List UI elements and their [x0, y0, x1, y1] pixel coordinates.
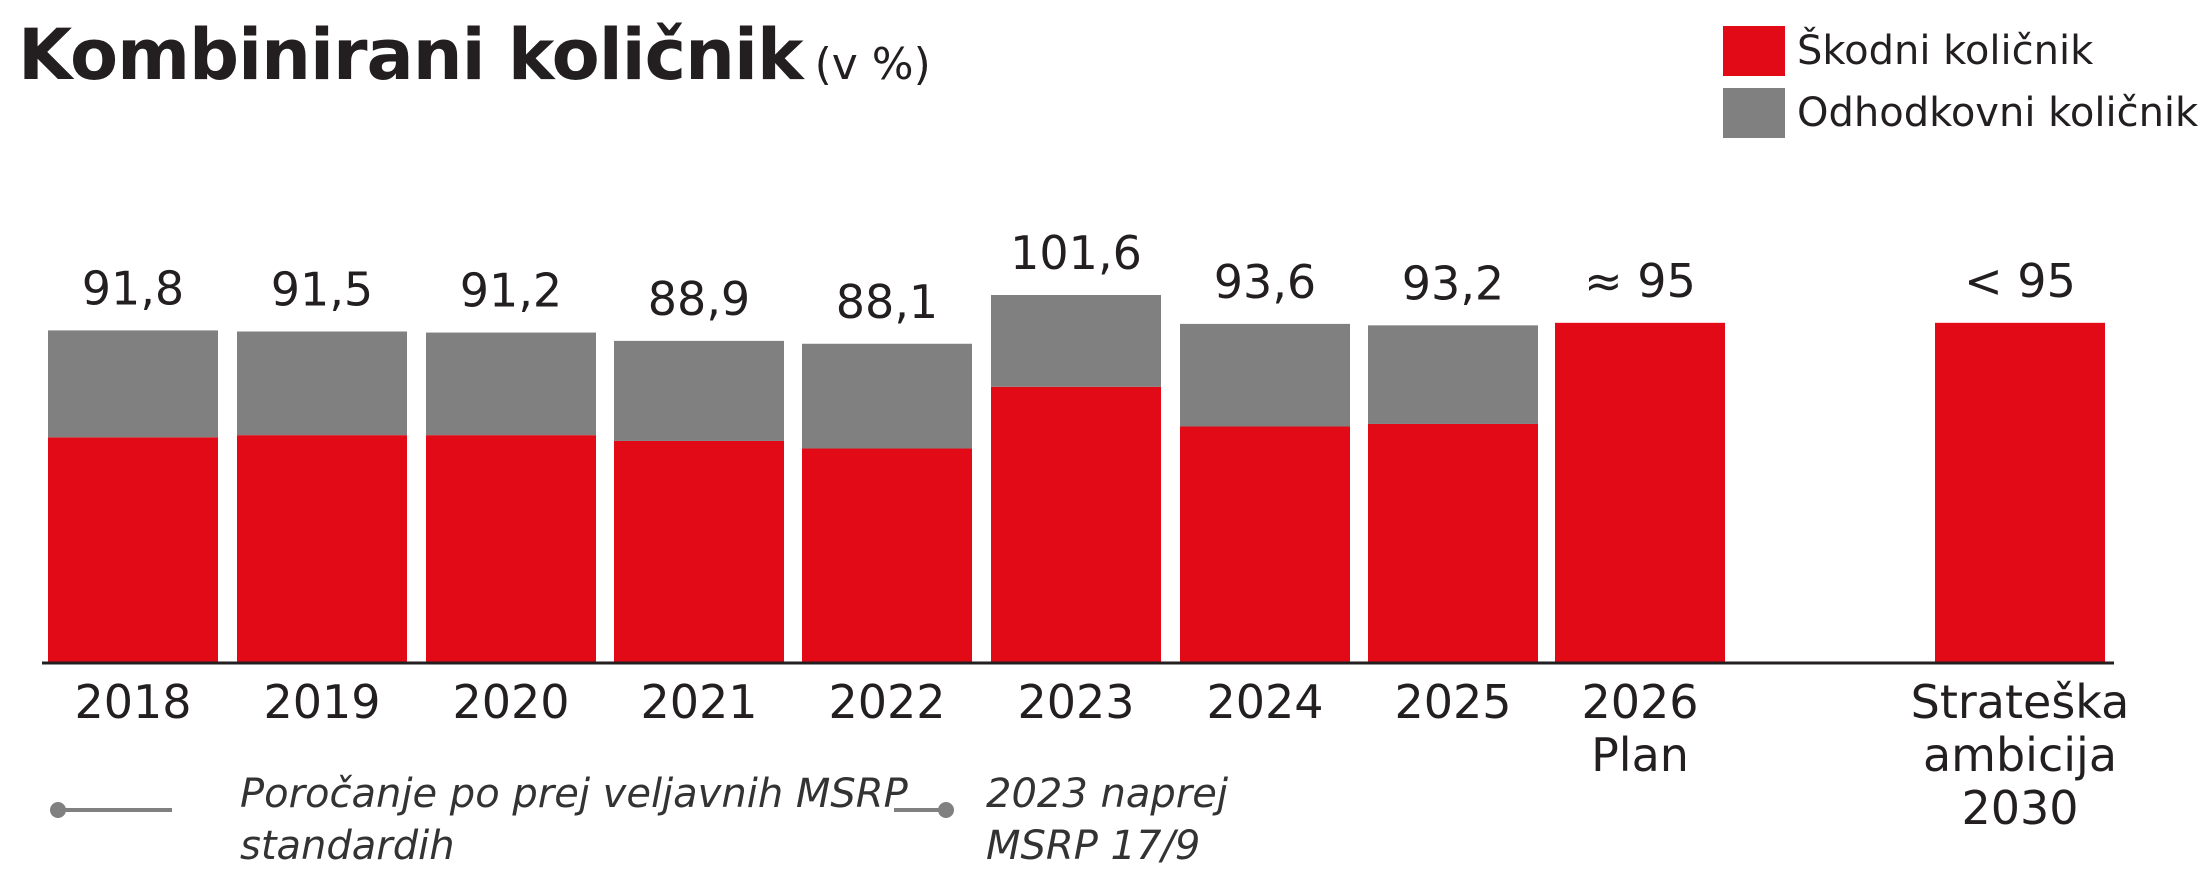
bar-expense-ratio-2 [426, 332, 596, 436]
note-previous-ifrs-line1: Poročanje po prej veljavnih MSRP [240, 771, 908, 817]
note-ifrs17-line2: MSRP 17/9 [986, 823, 1201, 869]
bar-expense-ratio-1 [237, 331, 407, 436]
bar-loss-ratio-3 [614, 440, 784, 662]
bar-loss-ratio-9 [1935, 322, 2105, 662]
bar-expense-ratio-7 [1368, 325, 1538, 424]
legend-item-expense-ratio: Odhodkovni količnik [1723, 82, 2198, 144]
legend-swatch-loss-ratio [1723, 26, 1785, 76]
bar-loss-ratio-0 [48, 437, 218, 662]
bar-loss-ratio-1 [237, 435, 407, 662]
line-dot-marker-icon [50, 790, 180, 830]
bar-loss-ratio-7 [1368, 423, 1538, 662]
bar-loss-ratio-2 [426, 435, 596, 662]
bar-expense-ratio-0 [48, 330, 218, 438]
total-label-8: ≈ 95 [1584, 254, 1696, 308]
legend-label-expense-ratio: Odhodkovni količnik [1797, 90, 2198, 136]
bar-expense-ratio-3 [614, 340, 784, 441]
category-label-3: 2021 [640, 675, 757, 729]
category-label-8: 2026 [1581, 675, 1698, 729]
bar-expense-ratio-4 [802, 343, 972, 449]
bar-expense-ratio-6 [1180, 323, 1350, 427]
chart-title-unit: (v %) [814, 39, 931, 90]
category-label-9-line2: ambicija [1923, 728, 2117, 782]
bar-loss-ratio-5 [991, 386, 1161, 662]
note-ifrs17-line1: 2023 naprej [986, 771, 1228, 817]
category-label-7: 2025 [1394, 675, 1511, 729]
category-label-0: 2018 [74, 675, 191, 729]
note-previous-ifrs-line2: standardih [240, 823, 455, 869]
note-ifrs17: 2023 naprej MSRP 17/9 [894, 768, 1228, 872]
total-label-6: 93,6 [1214, 255, 1316, 309]
chart-title: Kombinirani količnik (v %) [18, 14, 931, 96]
total-label-5: 101,6 [1010, 226, 1142, 280]
total-label-7: 93,2 [1402, 256, 1504, 310]
bar-loss-ratio-8 [1555, 322, 1725, 662]
note-previous-ifrs-text: Poročanje po prej veljavnih MSRP standar… [240, 768, 908, 872]
category-label-9-line3: 2030 [1961, 781, 2078, 835]
total-label-3: 88,9 [648, 272, 750, 326]
chart-title-text: Kombinirani količnik [18, 14, 804, 96]
category-label-9: Strateška [1911, 675, 2130, 729]
legend-item-loss-ratio: Škodni količnik [1723, 20, 2198, 82]
category-label-4: 2022 [828, 675, 945, 729]
category-label-1: 2019 [263, 675, 380, 729]
category-label-2: 2020 [452, 675, 569, 729]
total-label-1: 91,5 [271, 262, 373, 316]
legend-label-loss-ratio: Škodni količnik [1797, 28, 2094, 74]
category-label-8-line2: Plan [1591, 728, 1689, 782]
category-label-5: 2023 [1017, 675, 1134, 729]
category-label-6: 2024 [1206, 675, 1323, 729]
line-dot-marker-icon [894, 790, 954, 830]
note-previous-ifrs: Poročanje po prej veljavnih MSRP standar… [50, 768, 908, 872]
total-label-2: 91,2 [460, 264, 562, 318]
total-label-4: 88,1 [836, 275, 938, 329]
legend-swatch-expense-ratio [1723, 88, 1785, 138]
note-ifrs17-text: 2023 naprej MSRP 17/9 [986, 768, 1228, 872]
total-label-0: 91,8 [82, 261, 184, 315]
bar-expense-ratio-5 [991, 295, 1161, 387]
chart-legend: Škodni količnik Odhodkovni količnik [1723, 20, 2198, 144]
bar-loss-ratio-4 [802, 448, 972, 662]
total-label-9: < 95 [1964, 254, 2076, 308]
bar-loss-ratio-6 [1180, 426, 1350, 662]
